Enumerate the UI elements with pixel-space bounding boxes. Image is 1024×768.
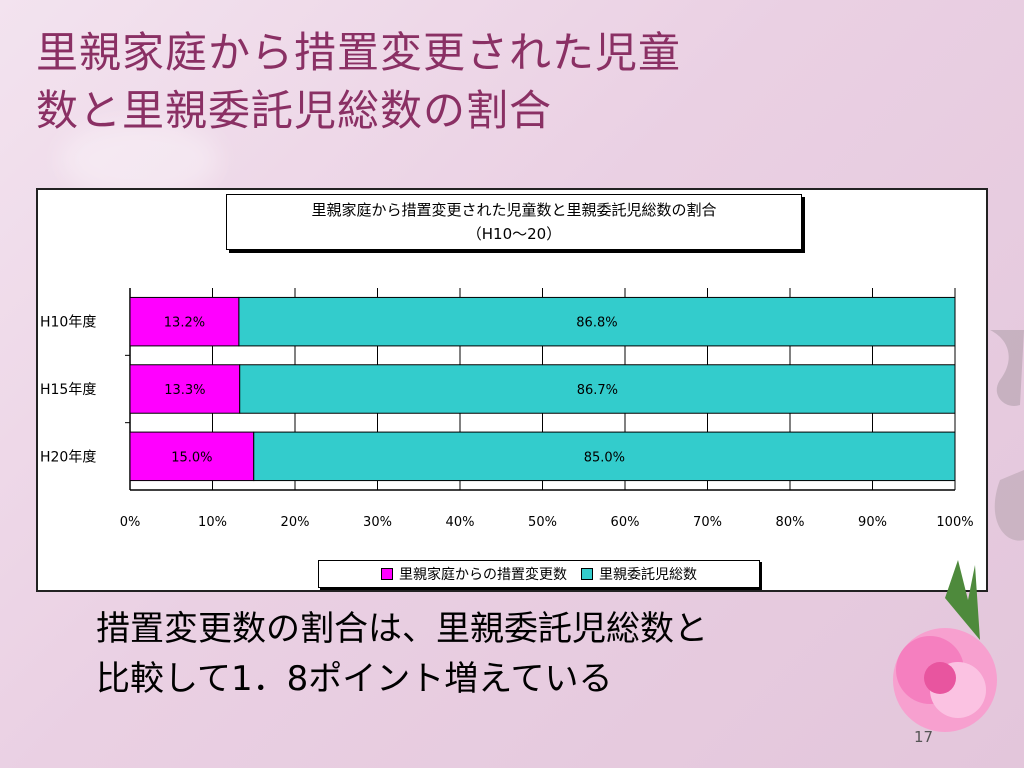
- x-tick-label: 0%: [120, 515, 141, 530]
- x-tick-label: 90%: [858, 515, 887, 530]
- bar-segment: [129, 431, 255, 482]
- data-label: 86.8%: [576, 316, 617, 331]
- data-label: 86.7%: [577, 383, 618, 398]
- bar-segment: [239, 364, 956, 414]
- x-tick-label: 10%: [198, 515, 227, 530]
- category-label: H20年度: [40, 449, 96, 465]
- legend-swatch-total: [581, 568, 593, 580]
- chart-title-line2: （H10～20）: [466, 225, 562, 243]
- chart-title: 里親家庭から措置変更された児童数と里親委託児総数の割合 （H10～20）: [226, 194, 802, 250]
- slide-title: 里親家庭から措置変更された児童 数と里親委託児総数の割合: [36, 24, 916, 140]
- data-label: 13.3%: [164, 383, 205, 398]
- page-number: 17: [914, 728, 934, 746]
- bar-segment: [129, 296, 240, 347]
- legend-item-change: 里親家庭からの措置変更数: [381, 564, 567, 584]
- x-tick-label: 50%: [528, 515, 557, 530]
- conclusion-line2: 比較して1．8ポイント増えている: [96, 659, 613, 699]
- legend-swatch-change: [381, 568, 393, 580]
- x-tick-label: 60%: [611, 515, 640, 530]
- bar-segment: [238, 296, 956, 347]
- slide-title-line2: 数と里親委託児総数の割合: [36, 86, 553, 135]
- category-label: H15年度: [40, 382, 96, 398]
- bar-segment: [253, 431, 956, 482]
- chart-title-line1: 里親家庭から措置変更された児童数と里親委託児総数の割合: [311, 201, 717, 219]
- background-glow: [60, 120, 220, 200]
- conclusion-text: 措置変更数の割合は、里親委託児総数と 比較して1．8ポイント増えている: [96, 604, 916, 704]
- conclusion-line1: 措置変更数の割合は、里親委託児総数と: [96, 609, 708, 649]
- x-tick-label: 80%: [776, 515, 805, 530]
- x-tick-label: 100%: [936, 515, 973, 530]
- category-label: H10年度: [40, 315, 96, 331]
- x-tick-label: 20%: [281, 515, 310, 530]
- legend-label-total: 里親委託児総数: [599, 567, 697, 583]
- data-label: 85.0%: [584, 450, 625, 465]
- x-tick-label: 30%: [363, 515, 392, 530]
- data-label: 13.2%: [164, 316, 205, 331]
- legend-item-total: 里親委託児総数: [581, 564, 697, 584]
- chart-legend: 里親家庭からの措置変更数 里親委託児総数: [318, 560, 760, 588]
- data-label: 15.0%: [171, 450, 212, 465]
- legend-label-change: 里親家庭からの措置変更数: [399, 567, 567, 583]
- x-tick-label: 70%: [693, 515, 722, 530]
- x-tick-label: 40%: [446, 515, 475, 530]
- slide-title-line1: 里親家庭から措置変更された児童: [36, 28, 682, 77]
- bar-segment: [129, 364, 241, 414]
